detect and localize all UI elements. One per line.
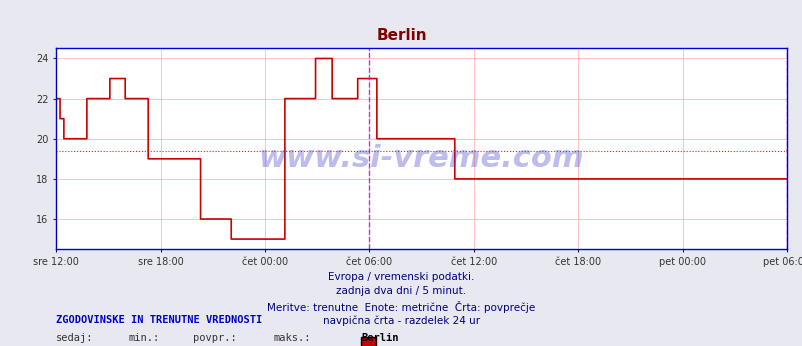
Text: zadnja dva dni / 5 minut.: zadnja dva dni / 5 minut. <box>336 286 466 296</box>
Text: Meritve: trenutne  Enote: metrične  Črta: povprečje: Meritve: trenutne Enote: metrične Črta: … <box>267 301 535 313</box>
Text: min.:: min.: <box>128 333 160 343</box>
Text: Berlin: Berlin <box>361 333 399 343</box>
Text: sedaj:: sedaj: <box>56 333 94 343</box>
Text: maks.:: maks.: <box>273 333 310 343</box>
Text: Berlin: Berlin <box>375 28 427 43</box>
Text: Evropa / vremenski podatki.: Evropa / vremenski podatki. <box>328 272 474 282</box>
Text: povpr.:: povpr.: <box>192 333 236 343</box>
Text: www.si-vreme.com: www.si-vreme.com <box>258 144 584 173</box>
Text: navpična črta - razdelek 24 ur: navpična črta - razdelek 24 ur <box>322 315 480 326</box>
Text: ZGODOVINSKE IN TRENUTNE VREDNOSTI: ZGODOVINSKE IN TRENUTNE VREDNOSTI <box>56 315 262 325</box>
